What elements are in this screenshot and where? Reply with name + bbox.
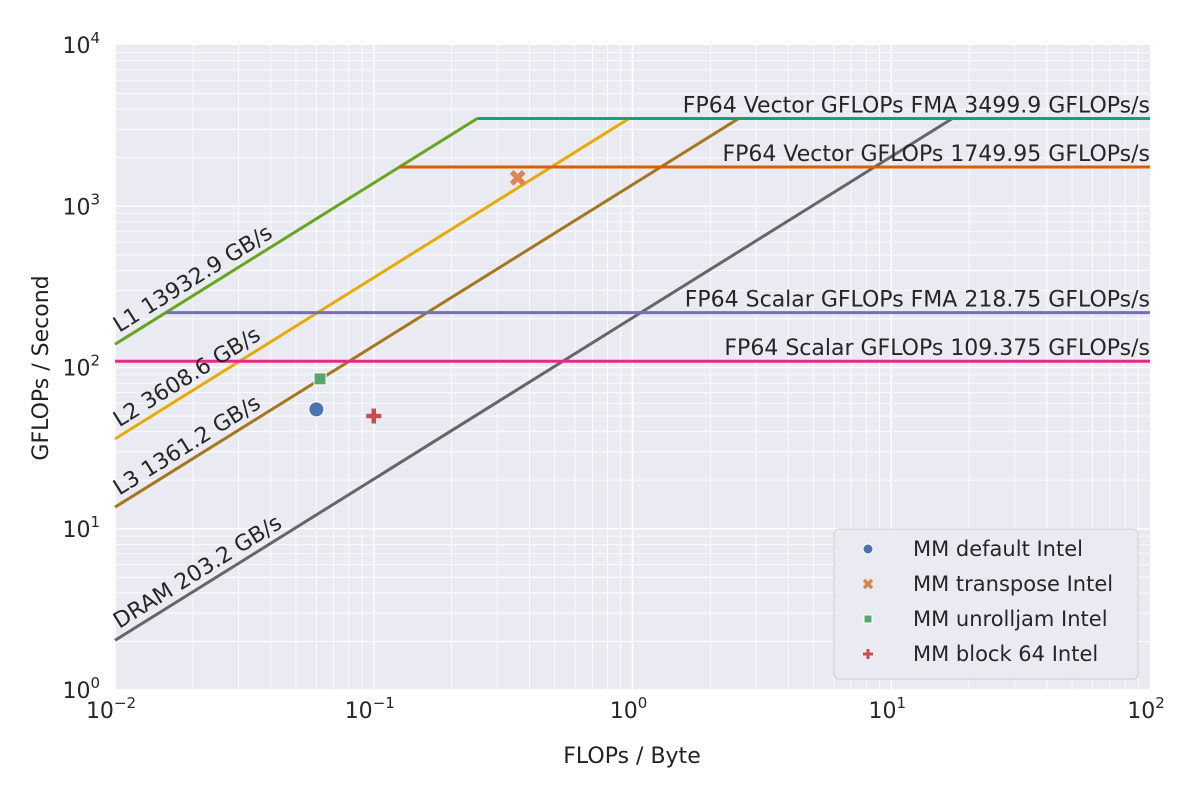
y-tick-label-2: 102 (62, 352, 100, 382)
compute-roof-label-3: FP64 Scalar GFLOPs 109.375 GFLOPs/s (724, 336, 1150, 361)
x-tick-label-3: 101 (868, 694, 906, 724)
bandwidth-line-1 (114, 117, 630, 441)
data-point-1-0 (509, 169, 526, 186)
legend-marker-1 (862, 578, 874, 590)
legend-label-0: MM default Intel (913, 537, 1083, 561)
x-tick-label-1: 10−1 (345, 694, 395, 724)
compute-roof-label-1: FP64 Vector GFLOPs 1749.95 GFLOPs/s (722, 142, 1150, 167)
data-point-2-0 (313, 372, 327, 386)
y-tick-label-4: 104 (62, 29, 100, 59)
legend-label-3: MM block 64 Intel (913, 642, 1098, 666)
data-points (308, 169, 526, 424)
legend-label-1: MM transpose Intel (913, 572, 1113, 596)
legend-label-2: MM unrolljam Intel (913, 607, 1108, 631)
y-axis-label: GFLOPs / Second (29, 275, 54, 460)
tick-labels: 10−2 10−1 100 101 102 100 101 102 103 104 (62, 29, 1164, 724)
data-point-3-0 (366, 408, 382, 424)
legend-marker-1-stroke-b (862, 578, 874, 590)
data-point-1-0-stroke-b (509, 169, 526, 186)
x-tick-label-2: 100 (610, 694, 648, 724)
y-tick-label-1: 101 (62, 513, 100, 543)
legend-marker-3 (863, 649, 873, 659)
x-axis-label: FLOPs / Byte (563, 744, 700, 769)
compute-roof-label-2: FP64 Scalar GFLOPs FMA 218.75 GFLOPs/s (685, 288, 1150, 313)
roof-lines (114, 117, 1150, 642)
legend-marker-0 (862, 543, 874, 555)
legend: MM default Intel MM transpose Intel MM unr… (833, 528, 1139, 680)
y-tick-label-0: 100 (62, 674, 100, 704)
x-tick-label-4: 102 (1127, 694, 1165, 724)
legend-box (833, 528, 1139, 680)
x-tick-label-0: 10−2 (86, 694, 136, 724)
compute-roof-label-0: FP64 Vector GFLOPs FMA 3499.9 GFLOPs/s (683, 94, 1150, 119)
data-point-0-0 (308, 401, 325, 418)
bandwidth-line-3 (114, 117, 954, 642)
bandwidth-line-0 (114, 117, 479, 346)
y-tick-label-3: 103 (62, 190, 100, 220)
legend-marker-2 (863, 614, 873, 624)
